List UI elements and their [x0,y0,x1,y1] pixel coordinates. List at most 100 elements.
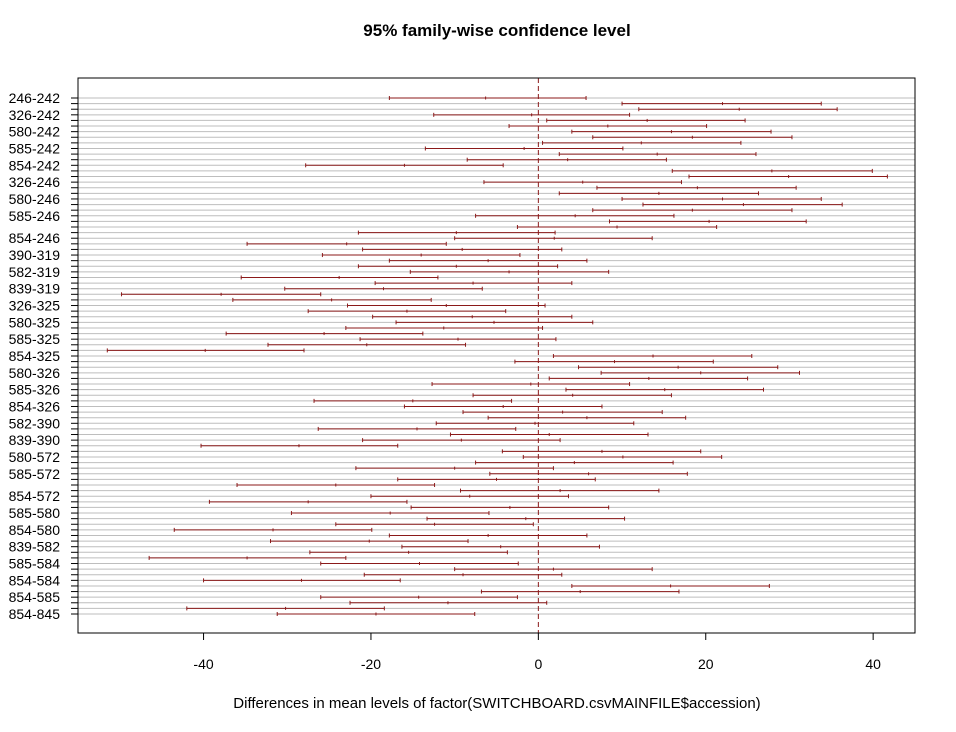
y-tick-label: 585-325 [9,331,61,347]
interval-47 [514,359,714,364]
interval-15 [483,180,682,185]
interval-0 [388,96,587,100]
y-tick-label: 854-572 [9,488,61,504]
interval-18 [621,196,822,201]
interval-31 [409,269,610,274]
interval-71 [370,494,569,499]
interval-83 [320,561,519,566]
y-tick-label: 390-319 [9,247,61,263]
interval-56 [462,410,663,415]
interval-29 [388,258,588,263]
interval-25 [454,236,653,241]
interval-66 [355,466,554,471]
interval-7 [592,135,793,140]
interval-13 [671,168,873,173]
y-tick-label: 326-325 [9,298,61,314]
y-tick-label: 580-326 [9,365,61,381]
interval-68 [397,477,596,482]
interval-52 [565,387,765,392]
interval-44 [267,342,467,347]
interval-87 [571,583,770,588]
interval-28 [321,253,521,258]
interval-78 [388,533,588,538]
x-axis: -40 -20 0 20 40 [193,632,881,672]
y-tick-label: 582-390 [9,415,61,431]
interval-89 [320,595,518,600]
interval-46 [552,354,753,358]
interval-40 [395,320,594,325]
interval-92 [276,612,476,616]
interval-67 [489,471,688,476]
interval-34 [284,286,483,291]
interval-33 [374,281,573,286]
interval-8 [542,140,742,145]
interval-10 [558,152,757,157]
x-tick-label: 40 [865,656,881,672]
y-tick-label: 854-246 [9,230,61,246]
interval-85 [363,572,563,577]
interval-75 [426,516,626,521]
interval-14 [688,174,888,179]
interval-2 [638,107,838,112]
x-axis-label: Differences in mean levels of factor(SWI… [233,695,760,712]
interval-27 [362,247,563,252]
interval-22 [608,219,807,224]
interval-6 [571,129,772,134]
interval-60 [449,432,649,437]
interval-30 [357,264,559,269]
interval-series [106,96,888,616]
interval-72 [208,499,408,504]
interval-86 [203,578,401,583]
interval-20 [592,208,793,213]
interval-11 [466,157,667,162]
y-tick-label: 854-584 [9,572,61,588]
interval-76 [335,522,534,527]
y-tick-label: 585-246 [9,208,61,224]
y-tick-label: 580-325 [9,314,61,330]
interval-4 [546,118,746,123]
interval-38 [307,309,507,314]
y-tick-label: 585-242 [9,140,61,156]
interval-17 [558,191,759,196]
y-tick-label: 580-572 [9,449,61,465]
interval-35 [121,292,322,297]
y-tick-label: 580-246 [9,191,61,207]
interval-26 [246,241,447,246]
y-tick-label: 585-580 [9,505,61,521]
interval-74 [290,511,490,516]
y-tick-label: 839-319 [9,281,61,297]
interval-91 [186,606,385,611]
interval-21 [475,213,675,218]
interval-57 [487,415,687,420]
x-tick-label: 20 [698,656,714,672]
y-tick-label: 585-572 [9,466,61,482]
interval-9 [424,146,624,151]
y-tick-label: 854-326 [9,398,61,414]
interval-36 [232,297,432,302]
interval-42 [225,331,424,336]
interval-82 [148,555,347,560]
y-tick-label: 582-319 [9,264,61,280]
y-tick-label: 246-242 [9,90,61,106]
interval-41 [345,325,544,330]
interval-24 [357,230,556,235]
y-tick-label: 854-585 [9,589,61,605]
interval-45 [106,348,305,353]
interval-43 [359,337,557,342]
y-tick-label: 839-390 [9,432,61,448]
y-tick-label: 585-584 [9,556,61,572]
x-tick-label: 0 [534,656,542,672]
interval-55 [403,404,603,409]
interval-70 [460,488,660,493]
interval-54 [313,398,513,403]
interval-63 [501,449,702,454]
y-tick-label: 585-326 [9,382,61,398]
interval-64 [522,454,723,459]
x-tick-label: -40 [193,656,213,672]
y-axis: 246-242326-242580-242585-242854-242326-2… [9,90,79,622]
interval-88 [480,589,680,594]
interval-1 [621,101,822,106]
interval-77 [173,527,373,532]
